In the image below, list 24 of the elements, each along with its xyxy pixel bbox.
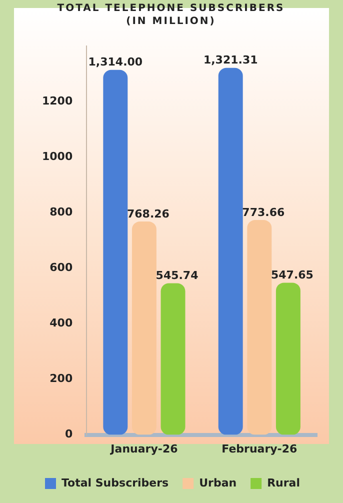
bar xyxy=(160,283,186,435)
data-label: 545.74 xyxy=(156,269,199,282)
y-tick-label: 800 xyxy=(50,205,73,218)
data-label: 1,321.31 xyxy=(203,54,258,67)
y-tick-label: 0 xyxy=(64,428,73,441)
bar xyxy=(247,220,272,435)
y-tick-label: 200 xyxy=(50,372,73,386)
legend-label: Total Subscribers xyxy=(62,476,170,490)
legend-label: Rural xyxy=(267,476,300,490)
y-tick-label: 400 xyxy=(50,316,73,330)
bar xyxy=(218,68,243,435)
y-tick-label: 1200 xyxy=(42,94,73,108)
y-tick-label: 600 xyxy=(50,261,73,274)
data-label: 547.65 xyxy=(270,268,314,282)
bar xyxy=(276,282,300,435)
x-tick-label: January-26 xyxy=(110,442,178,456)
bar xyxy=(103,70,128,435)
legend-label: Urban xyxy=(199,476,237,490)
bar xyxy=(132,221,156,435)
x-tick-label: February-26 xyxy=(222,442,298,456)
chart-title: TOTAL TELEPHONE SUBSCRIBERS (IN MILLION) xyxy=(56,2,286,28)
y-tick-label: 1000 xyxy=(42,150,73,163)
data-label: 1,314.00 xyxy=(88,56,143,69)
data-label: 768.26 xyxy=(126,207,170,220)
